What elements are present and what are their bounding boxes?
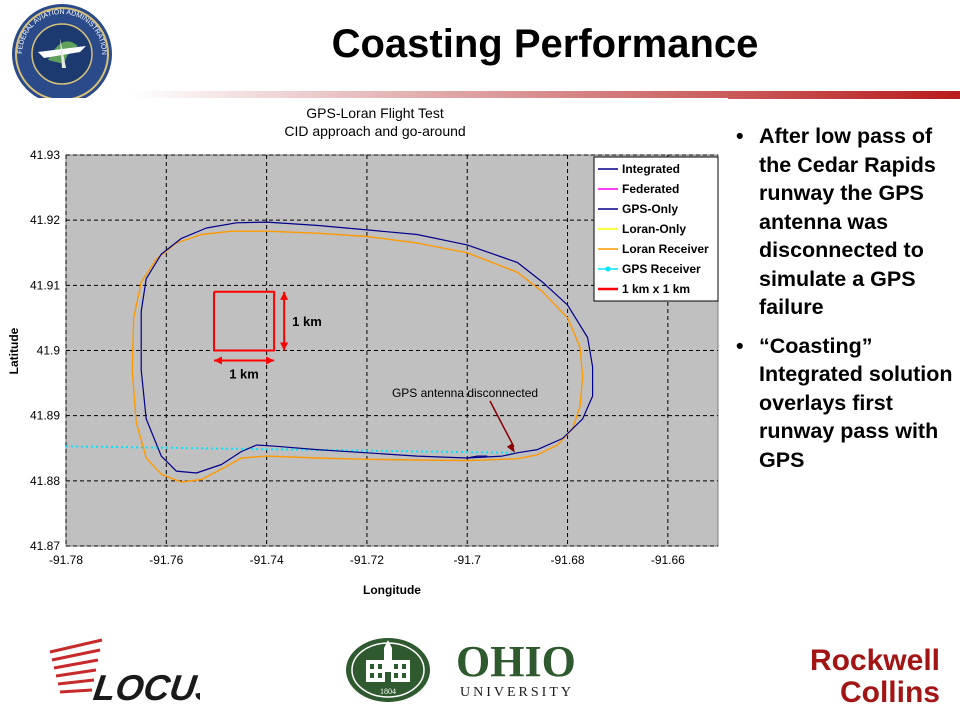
series-line-gps-only bbox=[467, 455, 488, 459]
chart-legend: Integrated Federated GPS-Only Loran-Only Lor… bbox=[593, 156, 719, 302]
legend-label: GPS Receiver bbox=[622, 262, 701, 276]
series-line-loran-receiver bbox=[131, 230, 584, 483]
legend-item: 1 km x 1 km bbox=[598, 282, 690, 296]
tick-labels: -91.78 -91.76 -91.74 -91.72 -91.7 -91.68 -91.6… bbox=[30, 148, 685, 567]
legend-label: Integrated bbox=[622, 162, 680, 176]
locus-logo: LOCUS bbox=[49, 638, 200, 708]
slide-title: Coasting Performance bbox=[331, 22, 759, 66]
legend-label: Loran Receiver bbox=[622, 242, 709, 256]
chart-subtitle: CID approach and go-around bbox=[284, 123, 465, 139]
series-lines bbox=[65, 221, 594, 483]
locus-wordmark: LOCUS bbox=[91, 667, 200, 708]
arrow-head bbox=[280, 342, 289, 351]
annotations: 1 km 1 km GPS antenna disconnected bbox=[213, 291, 538, 453]
chart-title: GPS-Loran Flight Test bbox=[306, 105, 444, 121]
arrow-head bbox=[280, 291, 289, 300]
x-tick-label: -91.72 bbox=[350, 553, 384, 567]
x-tick-label: -91.76 bbox=[149, 553, 183, 567]
y-tick-label: 41.89 bbox=[30, 409, 60, 423]
rockwell-collins-logo: Rockwell Collins bbox=[810, 644, 940, 709]
disconnect-annotation-label: GPS antenna disconnected bbox=[392, 386, 538, 400]
y-tick-label: 41.92 bbox=[30, 213, 60, 227]
legend-label: GPS-Only bbox=[622, 202, 678, 216]
arrow-shaft bbox=[489, 400, 515, 448]
arrow-head bbox=[266, 356, 275, 365]
bullet-dot: • bbox=[736, 333, 744, 358]
x-tick-label: -91.68 bbox=[551, 553, 585, 567]
x-tick-label: -91.7 bbox=[454, 553, 482, 567]
x-tick-label: -91.74 bbox=[250, 553, 284, 567]
collins-wordmark: Collins bbox=[840, 676, 940, 709]
y-tick-label: 41.87 bbox=[30, 539, 60, 553]
ohio-wordmark: OHIO bbox=[456, 637, 576, 686]
faa-seal-logo: FEDERAL AVIATION ADMINISTRATION bbox=[12, 4, 112, 104]
legend-item: GPS-Only bbox=[598, 202, 678, 216]
scale-label-vertical: 1 km bbox=[292, 314, 322, 329]
x-axis-label: Longitude bbox=[363, 583, 421, 597]
arrow-head bbox=[506, 442, 515, 453]
flight-test-chart: GPS-Loran Flight Test CID approach and g… bbox=[0, 98, 728, 608]
x-tick-label: -91.78 bbox=[49, 553, 83, 567]
ohio-university-wordmark: UNIVERSITY bbox=[460, 685, 574, 700]
legend-marker bbox=[605, 266, 611, 272]
x-tick-label: -91.66 bbox=[651, 553, 685, 567]
legend-item: Loran-Only bbox=[598, 222, 686, 236]
y-tick-label: 41.93 bbox=[30, 148, 60, 162]
y-tick-label: 41.91 bbox=[30, 278, 60, 292]
y-tick-label: 41.88 bbox=[30, 474, 60, 488]
series-line-integrated bbox=[140, 221, 594, 474]
ohio-founding-year: 1804 bbox=[380, 687, 396, 696]
horizontal-scale-arrow bbox=[213, 356, 275, 365]
legend-label: Loran-Only bbox=[622, 222, 686, 236]
legend-label: 1 km x 1 km bbox=[622, 282, 690, 296]
scale-label-horizontal: 1 km bbox=[229, 367, 259, 382]
bullet-dot: • bbox=[736, 124, 744, 148]
legend-item: GPS Receiver bbox=[598, 262, 701, 276]
series-line-1-km-x-1-km bbox=[213, 290, 276, 352]
arrow-head bbox=[213, 356, 222, 365]
y-axis-label: Latitude bbox=[7, 327, 21, 374]
title-divider bbox=[130, 91, 960, 99]
legend-label: Federated bbox=[622, 182, 679, 196]
bullet-list: • After low pass of the Cedar Rapids runw… bbox=[730, 122, 958, 484]
vertical-scale-arrow bbox=[280, 291, 289, 351]
bullet-item: • After low pass of the Cedar Rapids runw… bbox=[736, 124, 936, 319]
rockwell-wordmark: Rockwell bbox=[810, 644, 940, 677]
legend-item: Integrated bbox=[598, 162, 680, 176]
disconnect-annotation-arrow bbox=[489, 400, 515, 453]
y-tick-label: 41.9 bbox=[37, 344, 61, 358]
grid-lines bbox=[65, 154, 718, 547]
bullet-item: • “Coasting” Integrated solution overlays… bbox=[736, 333, 953, 472]
legend-item: Loran Receiver bbox=[598, 242, 709, 256]
legend-item: Federated bbox=[598, 182, 679, 196]
ohio-university-logo: 1804 OHIO UNIVERSITY bbox=[346, 637, 576, 702]
